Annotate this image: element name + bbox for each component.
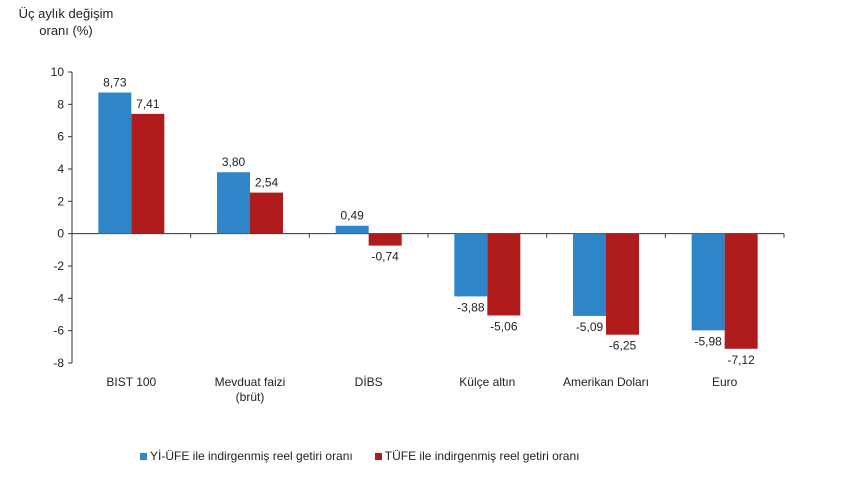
y-axis: 10 8 6 4 2 0 -2 -4 -6 -8 [51,65,785,370]
data-label: 2,54 [255,176,279,190]
bar [691,233,725,331]
data-label: -7,12 [727,353,755,367]
legend-swatch-yi-ufe [140,452,147,460]
data-label: 8,73 [103,76,127,90]
category-label: Mevduat faizi [215,375,286,389]
category-label: Euro [712,375,738,389]
y-tick-label: -2 [53,259,64,273]
y-axis-title-line: Üç aylık değişim [19,6,114,21]
bar [98,92,132,234]
data-label: -6,25 [609,339,637,353]
bar [724,233,758,349]
bar [606,233,639,335]
bar [368,233,402,246]
category-label: DİBS [355,375,383,389]
bar [250,192,283,234]
bars: 8,73 7,41 3,80 2,54 0,49 -0,74 -3,88 -5,06 -5,09… [98,76,758,367]
bar [487,233,521,316]
y-tick-label: 4 [57,162,64,176]
bar [131,113,165,234]
bar [573,233,606,316]
y-tick-label: 10 [51,65,65,79]
y-tick-label: -6 [53,324,64,338]
data-label: -5,98 [694,334,722,348]
legend-item-tufe: TÜFE ile indirgenmiş reel getiri oranı [374,449,580,463]
data-label: 3,80 [222,155,246,169]
bar [335,225,369,234]
data-label: 7,41 [136,97,160,111]
y-tick-label: 8 [57,97,64,111]
x-axis-categories: BIST 100 Mevduat faizi(brüt) DİBS Külçe alt… [106,375,737,404]
data-label: 0,49 [340,209,364,223]
category-label: BIST 100 [106,375,156,389]
category-label: Külçe altın [459,375,515,389]
category-label: (brüt) [236,390,265,404]
category-label: Amerikan Doları [563,375,649,389]
y-axis-title-line: oranı (%) [39,23,92,38]
data-label: -0,74 [371,250,399,264]
bar [454,233,488,297]
y-tick-label: -4 [53,291,64,305]
y-tick-label: -8 [53,356,64,370]
legend-label-yi-ufe: Yİ-ÜFE ile indirgenmiş reel getiri oranı [150,449,353,463]
data-label: -5,06 [490,319,518,333]
y-tick-label: 6 [57,130,64,144]
legend-item-yi-ufe: Yİ-ÜFE ile indirgenmiş reel getiri oranı [140,449,353,463]
data-label: -3,88 [457,300,485,314]
y-tick-label: 2 [57,194,64,208]
bar [217,172,250,234]
y-tick-label: 0 [57,227,64,241]
data-label: -5,09 [576,320,604,334]
legend: Yİ-ÜFE ile indirgenmiş reel getiri oranı… [140,449,580,463]
y-axis-title: Üç aylık değişim oranı (%) [19,6,114,38]
legend-swatch-tufe [374,452,382,460]
legend-label-tufe: TÜFE ile indirgenmiş reel getiri oranı [384,449,580,463]
